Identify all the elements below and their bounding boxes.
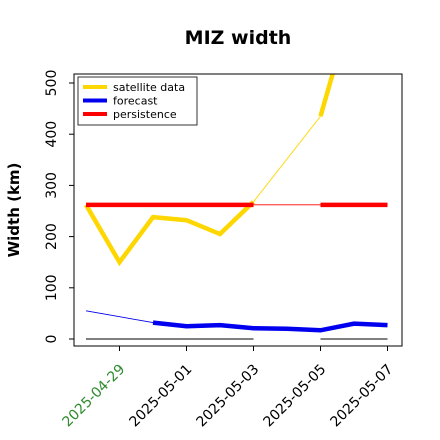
satellite-data-line-segment-0 [84, 200, 256, 267]
y-tick-label-500: 500 [44, 70, 60, 97]
legend-label-satellite-data: satellite data [113, 81, 185, 94]
y-axis-label: Width (km) [5, 163, 23, 258]
y-tick-label-100: 100 [44, 274, 60, 301]
x-tick-label-1: 2025-05-01 [126, 362, 195, 431]
forecast-thin-segment-0 [85, 310, 154, 324]
legend-label-persistence: persistence [113, 108, 177, 121]
y-tick-label-400: 400 [44, 121, 60, 148]
x-tick-label-2: 2025-05-03 [193, 362, 262, 431]
chart-title: MIZ width [185, 27, 292, 49]
x-tick-label-4: 2025-05-07 [327, 362, 396, 431]
forecast-line-segment-0 [152, 320, 388, 333]
plot-frame [73, 73, 403, 347]
legend-label-forecast: forecast [113, 95, 158, 108]
series-layer [84, 74, 388, 340]
y-tick-label-0: 0 [44, 335, 60, 344]
y-tick-label-200: 200 [44, 223, 60, 250]
satellite-data-line-segment-1 [318, 74, 335, 117]
x-tick-label-3: 2025-05-05 [260, 362, 329, 431]
x-tick-label-0: 2025-04-29 [59, 362, 128, 431]
y-tick-label-300: 300 [44, 172, 60, 199]
satellite-data-thin-segment-0 [253, 116, 321, 203]
